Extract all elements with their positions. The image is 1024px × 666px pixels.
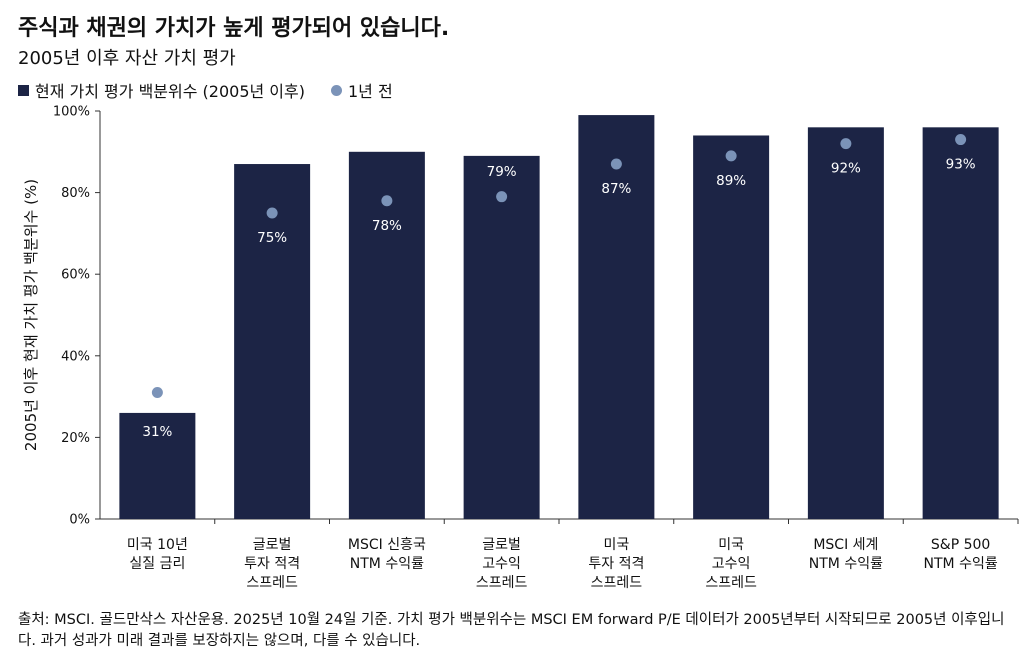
prior-year-dot <box>151 387 163 399</box>
category-label-line: 글로벌 <box>253 537 292 553</box>
category-label-line: 스프레드 <box>476 575 528 591</box>
prior-year-dot <box>955 134 967 146</box>
data-label: 93% <box>946 157 976 173</box>
bar <box>463 155 540 519</box>
bar <box>119 412 196 519</box>
category-label: MSCI 신흥국 NTM 수익률 <box>348 537 426 572</box>
category-label-line: 미국 <box>718 537 744 553</box>
category-label-line: 투자 적격 <box>244 556 300 572</box>
category-label-line: 미국 <box>603 537 629 553</box>
legend-current-label: 현재 가치 평가 백분위수 (2005년 이후) <box>35 82 305 101</box>
category-label-line: MSCI 신흥국 <box>348 537 426 553</box>
category-label-line: MSCI 세계 <box>813 537 878 553</box>
bar <box>348 151 425 520</box>
legend-dot-swatch <box>331 84 342 96</box>
category-label-line: NTM 수익률 <box>924 556 998 572</box>
bar <box>807 127 884 519</box>
prior-year-dot <box>496 191 508 203</box>
category-label-line: S&P 500 <box>931 537 990 553</box>
y-tick-label: 40% <box>61 349 90 364</box>
prior-year-dot <box>725 150 737 162</box>
bar <box>234 164 311 519</box>
legend-bar-swatch <box>18 84 29 96</box>
category-label-line: 미국 10년 <box>127 537 188 553</box>
category-label-line: 스프레드 <box>591 575 643 591</box>
bar <box>578 115 655 519</box>
data-label: 78% <box>372 218 402 234</box>
chart-subtitle: 2005년 이후 자산 가치 평가 <box>18 48 236 69</box>
bar-chart: 0% 20% 40% 60% 80% 100% 2005년 이후 현재 가치 평가 백분위수… <box>22 105 1019 591</box>
data-label: 75% <box>257 230 287 246</box>
category-label-line: NTM 수익률 <box>809 556 883 572</box>
data-label: 87% <box>601 181 631 197</box>
y-axis-title: 2005년 이후 현재 가치 평가 백분위수 (%) <box>22 179 40 451</box>
y-tick-label: 60% <box>61 268 90 283</box>
prior-year-dot <box>610 158 622 170</box>
y-tick-label: 20% <box>61 431 90 446</box>
chart-title: 주식과 채권의 가치가 높게 평가되어 있습니다. <box>18 16 450 41</box>
y-tick-label: 0% <box>69 513 90 528</box>
bar <box>922 127 999 519</box>
prior-year-dot <box>840 138 852 150</box>
source-footnote: 출처: MSCI. 골드만삭스 자산운용. 2025년 10월 24일 기준. … <box>18 612 1005 649</box>
prior-year-dot <box>266 207 278 219</box>
category-label-line: 실질 금리 <box>129 556 185 572</box>
category-label-line: 고수익 <box>482 556 521 572</box>
legend-prior-label: 1년 전 <box>348 82 393 101</box>
chart-legend: 현재 가치 평가 백분위수 (2005년 이후) 1년 전 <box>18 78 393 102</box>
data-label: 92% <box>831 161 861 177</box>
category-label-line: 투자 적격 <box>588 556 644 572</box>
bar <box>693 135 770 520</box>
category-label: MSCI 세계 NTM 수익률 <box>809 537 883 572</box>
y-tick-label: 100% <box>53 105 90 120</box>
data-label: 79% <box>487 164 517 180</box>
category-label-line: NTM 수익률 <box>350 556 424 572</box>
category-label-line: 스프레드 <box>246 575 298 591</box>
category-label-line: 스프레드 <box>705 575 757 591</box>
category-label-line: 글로벌 <box>482 537 521 553</box>
y-tick-label: 80% <box>61 186 90 201</box>
category-label: S&P 500 NTM 수익률 <box>924 537 998 572</box>
data-label: 89% <box>716 173 746 189</box>
prior-year-dot <box>381 195 393 207</box>
data-label: 31% <box>142 424 172 440</box>
category-label-line: 고수익 <box>712 556 751 572</box>
